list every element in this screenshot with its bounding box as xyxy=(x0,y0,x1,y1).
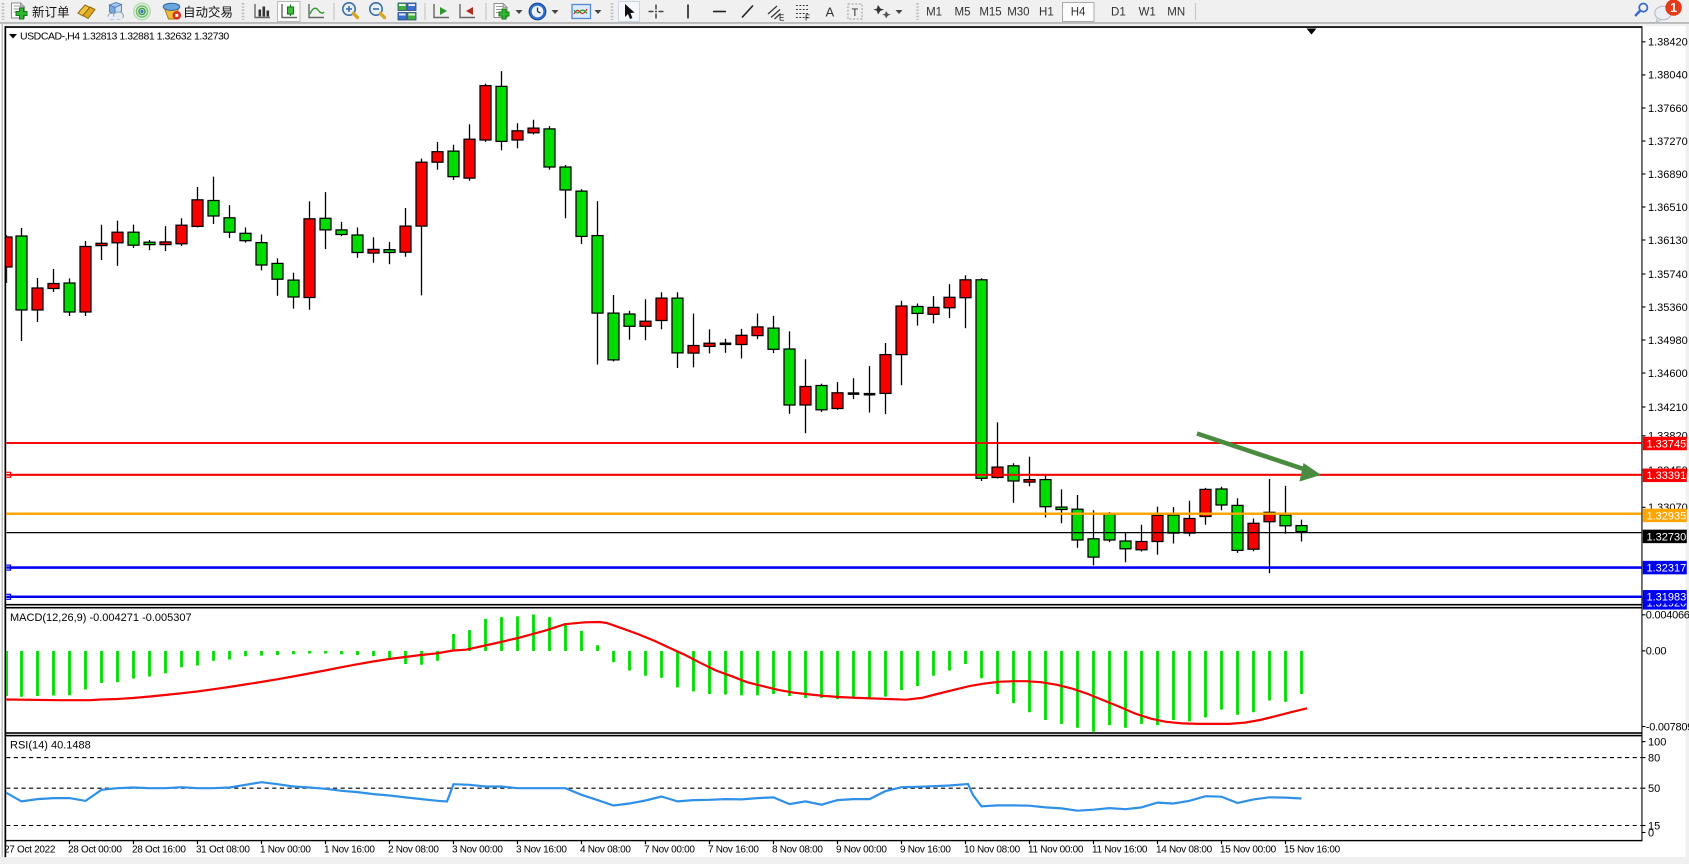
svg-text:1.36890: 1.36890 xyxy=(1648,169,1688,181)
svg-text:2 Nov 08:00: 2 Nov 08:00 xyxy=(388,844,439,855)
svg-text:W1: W1 xyxy=(1139,7,1156,19)
svg-text:9 Nov 00:00: 9 Nov 00:00 xyxy=(836,844,887,855)
svg-text:1.33070: 1.33070 xyxy=(1648,502,1688,514)
svg-text:M30: M30 xyxy=(1007,7,1029,19)
svg-text:3 Nov 16:00: 3 Nov 16:00 xyxy=(516,844,567,855)
svg-text:T: T xyxy=(852,7,859,19)
svg-text:1.36510: 1.36510 xyxy=(1648,202,1688,214)
svg-text:-0.007809: -0.007809 xyxy=(1646,721,1689,733)
svg-text:1.33745: 1.33745 xyxy=(1647,438,1687,450)
svg-text:9 Nov 16:00: 9 Nov 16:00 xyxy=(900,844,951,855)
svg-text:8 Nov 08:00: 8 Nov 08:00 xyxy=(772,844,823,855)
svg-text:1.33391: 1.33391 xyxy=(1647,470,1687,482)
svg-text:1 Nov 00:00: 1 Nov 00:00 xyxy=(260,844,311,855)
svg-text:15 Nov 16:00: 15 Nov 16:00 xyxy=(1284,844,1341,855)
svg-text:1.34600: 1.34600 xyxy=(1648,368,1688,380)
svg-text:MACD(12,26,9) -0.004271 -0.005: MACD(12,26,9) -0.004271 -0.005307 xyxy=(10,612,192,624)
svg-text:1.34980: 1.34980 xyxy=(1648,335,1688,347)
svg-text:1.37270: 1.37270 xyxy=(1648,136,1688,148)
svg-text:1.35740: 1.35740 xyxy=(1648,269,1688,281)
svg-text:11 Nov 16:00: 11 Nov 16:00 xyxy=(1092,844,1148,855)
svg-text:1: 1 xyxy=(1670,1,1677,15)
svg-text:28 Oct 00:00: 28 Oct 00:00 xyxy=(68,844,122,855)
svg-text:14 Nov 08:00: 14 Nov 08:00 xyxy=(1156,844,1213,855)
svg-text:M15: M15 xyxy=(979,7,1001,19)
svg-text:M1: M1 xyxy=(926,7,942,19)
svg-text:31 Oct 08:00: 31 Oct 08:00 xyxy=(196,844,250,855)
svg-text:1.31983: 1.31983 xyxy=(1647,592,1687,604)
svg-text:MN: MN xyxy=(1167,7,1185,19)
svg-text:1.34210: 1.34210 xyxy=(1648,402,1688,414)
svg-text:15 Nov 00:00: 15 Nov 00:00 xyxy=(1220,844,1277,855)
svg-text:1.32317: 1.32317 xyxy=(1647,563,1687,575)
svg-text:27 Oct 2022: 27 Oct 2022 xyxy=(4,844,56,855)
svg-text:100: 100 xyxy=(1648,736,1666,748)
svg-text:1.37660: 1.37660 xyxy=(1648,103,1688,115)
svg-text:1 Nov 16:00: 1 Nov 16:00 xyxy=(324,844,375,855)
svg-text:USDCAD-,H4 1.32813 1.32881 1.: USDCAD-,H4 1.32813 1.32881 1.32632 1.327… xyxy=(20,31,229,43)
svg-text:28 Oct 16:00: 28 Oct 16:00 xyxy=(132,844,186,855)
svg-text:M5: M5 xyxy=(955,7,971,19)
svg-text:80: 80 xyxy=(1648,752,1660,764)
svg-text:0: 0 xyxy=(1648,827,1654,839)
svg-text:7 Nov 16:00: 7 Nov 16:00 xyxy=(708,844,759,855)
svg-text:0.00: 0.00 xyxy=(1646,646,1667,658)
svg-text:1.32935: 1.32935 xyxy=(1647,510,1687,522)
svg-text:D1: D1 xyxy=(1111,7,1126,19)
svg-text:1.32730: 1.32730 xyxy=(1647,531,1687,543)
svg-text:11 Nov 00:00: 11 Nov 00:00 xyxy=(1028,844,1084,855)
svg-text:新订单: 新订单 xyxy=(32,5,70,20)
svg-text:3 Nov 00:00: 3 Nov 00:00 xyxy=(452,844,503,855)
svg-text:H1: H1 xyxy=(1039,7,1054,19)
svg-text:E: E xyxy=(779,14,784,23)
svg-text:7 Nov 00:00: 7 Nov 00:00 xyxy=(644,844,695,855)
svg-text:F: F xyxy=(805,14,810,23)
svg-text:A: A xyxy=(826,5,835,20)
svg-text:RSI(14) 40.1488: RSI(14) 40.1488 xyxy=(10,740,91,752)
svg-text:10 Nov 08:00: 10 Nov 08:00 xyxy=(964,844,1021,855)
svg-text:1.36130: 1.36130 xyxy=(1648,235,1688,247)
svg-text:自动交易: 自动交易 xyxy=(183,5,233,20)
svg-text:1.38040: 1.38040 xyxy=(1648,70,1688,82)
svg-text:H4: H4 xyxy=(1071,7,1086,19)
svg-text:1.38420: 1.38420 xyxy=(1648,37,1688,49)
svg-text:0.004066: 0.004066 xyxy=(1646,610,1689,622)
svg-text:50: 50 xyxy=(1648,783,1660,795)
svg-text:1.35360: 1.35360 xyxy=(1648,302,1688,314)
svg-text:4 Nov 08:00: 4 Nov 08:00 xyxy=(580,844,631,855)
svg-text:15: 15 xyxy=(1648,820,1660,832)
